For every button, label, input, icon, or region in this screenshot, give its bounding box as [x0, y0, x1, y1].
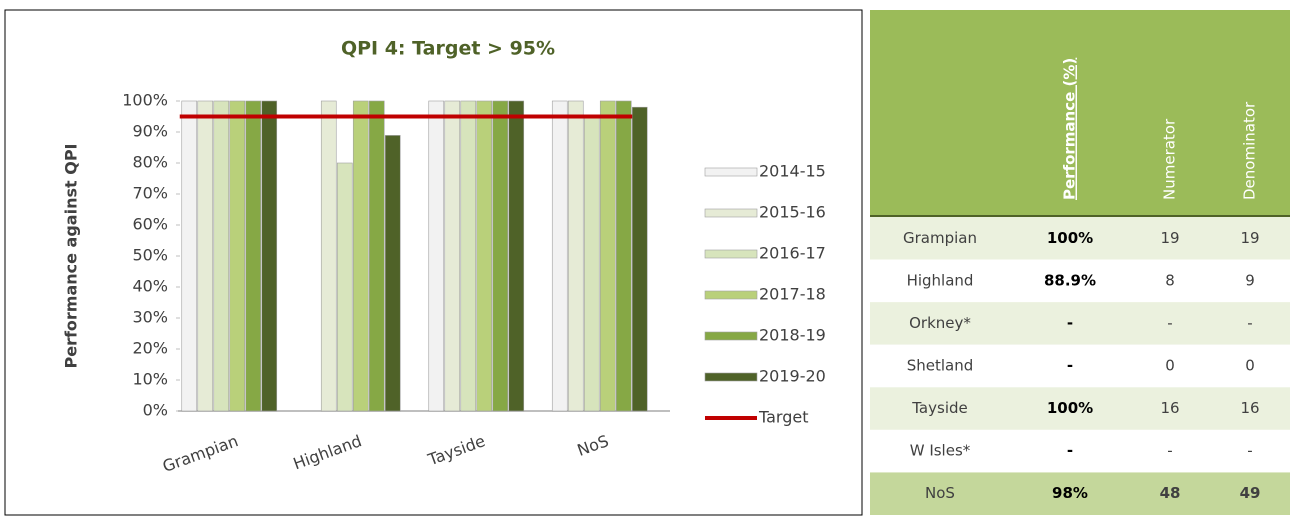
table-cell: 100%: [1047, 399, 1093, 417]
legend-swatch: [704, 167, 758, 177]
legend-label: 2019-20: [759, 367, 826, 386]
table-cell: 0: [1165, 357, 1175, 375]
legend-swatch: [704, 249, 758, 259]
legend-swatch: [704, 290, 758, 300]
bar: [320, 100, 337, 412]
bar: [229, 100, 246, 412]
table-cell: -: [1067, 442, 1073, 460]
y-tick-label: 30%: [132, 308, 168, 327]
legend-label: 2014-15: [759, 162, 826, 181]
column-header: Performance (%): [1061, 58, 1079, 200]
bar: [245, 100, 262, 412]
y-tick-label: 90%: [132, 122, 168, 141]
table-cell: W Isles*: [910, 442, 971, 460]
legend-label: 2018-19: [759, 326, 826, 345]
bar: [213, 100, 230, 412]
table-row: [870, 387, 1290, 430]
y-tick-label: 0%: [143, 401, 168, 420]
table-cell: 8: [1165, 271, 1175, 289]
bar: [476, 100, 493, 412]
table-cell: Orkney*: [909, 314, 971, 332]
table-header: [870, 10, 1290, 215]
legend-swatch: [704, 208, 758, 218]
table-cell: NoS: [925, 484, 955, 502]
table-cell: Tayside: [911, 399, 967, 417]
table-cell: 48: [1160, 484, 1181, 502]
bar: [384, 135, 401, 412]
table-row: [870, 344, 1290, 388]
bar: [599, 100, 616, 412]
y-tick-label: 80%: [132, 153, 168, 172]
legend-label: 2017-18: [759, 285, 826, 304]
table-cell: -: [1247, 314, 1252, 332]
table-row: [870, 472, 1290, 515]
bar: [197, 100, 214, 412]
table-cell: 16: [1160, 399, 1179, 417]
bar: [492, 100, 509, 412]
bar: [460, 100, 477, 412]
y-tick-label: 20%: [132, 339, 168, 358]
legend-swatch: [704, 331, 758, 341]
bar: [444, 100, 461, 412]
table-row: [870, 302, 1290, 345]
y-tick-label: 50%: [132, 246, 168, 265]
y-tick-label: 60%: [132, 215, 168, 234]
column-header: Numerator: [1161, 118, 1179, 200]
table-row: [870, 259, 1290, 303]
table-cell: -: [1067, 314, 1073, 332]
chart-title: QPI 4: Target > 95%: [341, 38, 555, 60]
table-cell: 49: [1240, 484, 1261, 502]
y-tick-label: 40%: [132, 277, 168, 296]
table-cell: 100%: [1047, 229, 1093, 247]
bar: [352, 100, 369, 412]
bar: [336, 162, 353, 412]
table-cell: Grampian: [903, 229, 977, 247]
legend-label: Target: [758, 408, 809, 427]
bar: [368, 100, 385, 412]
table-cell: 19: [1240, 229, 1259, 247]
table-cell: -: [1247, 442, 1252, 460]
bar: [583, 116, 600, 412]
bar: [181, 100, 198, 412]
bar: [551, 100, 568, 412]
table-cell: 19: [1160, 229, 1179, 247]
table-cell: 98%: [1052, 484, 1088, 502]
legend-label: 2015-16: [759, 203, 826, 222]
table-row: [870, 429, 1290, 473]
y-axis-label: Performance against QPI: [62, 143, 81, 368]
y-tick-label: 70%: [132, 184, 168, 203]
table-cell: -: [1167, 442, 1172, 460]
legend-swatch: [704, 372, 758, 382]
column-header: Denominator: [1241, 101, 1259, 200]
table-cell: 88.9%: [1044, 271, 1096, 289]
table-cell: 0: [1245, 357, 1255, 375]
bar: [631, 106, 648, 412]
table-cell: Shetland: [907, 357, 974, 375]
table-cell: 16: [1240, 399, 1259, 417]
bar: [567, 100, 584, 412]
table: Performance (%) Numerator Denominator Gramp…: [870, 10, 1290, 515]
table-cell: -: [1167, 314, 1172, 332]
table-cell: -: [1067, 357, 1073, 375]
table-cell: Highland: [907, 271, 974, 289]
y-tick-label: 100%: [122, 91, 168, 110]
y-tick-label: 10%: [132, 370, 168, 389]
table-cell: 9: [1245, 271, 1255, 289]
legend-label: 2016-17: [759, 244, 826, 263]
bar: [615, 100, 632, 412]
table-row: [870, 217, 1290, 260]
bar: [428, 100, 445, 412]
bar: [261, 100, 278, 412]
bar: [508, 100, 525, 412]
